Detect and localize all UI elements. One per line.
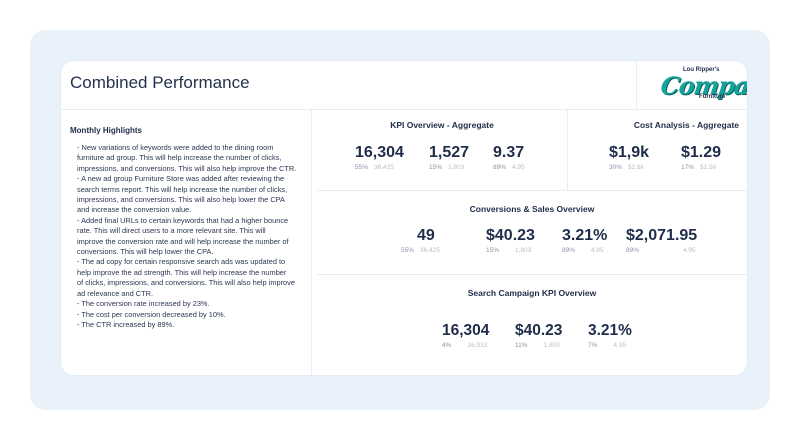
conversion-metric: 49 55% 36,425	[401, 227, 440, 254]
cost-metric: $1.29 17% $1.56	[681, 144, 721, 171]
highlight-line: - The conversion rate increased by 23%.	[77, 299, 210, 309]
kpi-metric: 16,304 55% 36,425	[355, 144, 404, 171]
highlight-line: ad relevance and CTR.	[77, 288, 153, 298]
metric-compare: 1,803	[543, 342, 560, 349]
metric-value: 16,304	[355, 144, 404, 161]
highlight-line: search terms report. This will help incr…	[77, 184, 288, 194]
metric-value: 16,304	[442, 322, 490, 339]
highlight-line: - New variations of keywords were added …	[77, 143, 274, 152]
highlight-line: and increase the conversion value.	[77, 205, 192, 215]
kpi-metric: 1,527 15% 1,803	[429, 144, 469, 171]
cost-metric: $1,9k 30% $2,8k	[609, 144, 649, 171]
highlights-title: Monthly Highlights	[70, 126, 142, 135]
highlight-line: improve the conversion rate and will hel…	[77, 236, 289, 246]
metric-compare: 4.95	[591, 247, 604, 254]
metric-change: 89%	[562, 247, 576, 254]
metric-value: 49	[417, 227, 435, 244]
metric-compare: 16,933	[467, 342, 488, 349]
metric-value: $1.29	[681, 144, 722, 161]
dashboard-card: Combined Performance Lou Ripper's Compas…	[60, 60, 748, 376]
metric-compare: 4.95	[683, 247, 696, 254]
search-metric: $40.23 11% 1,803	[515, 322, 562, 349]
header: Combined Performance Lou Ripper's Compas…	[61, 61, 747, 110]
highlight-line: - The ad copy for certain responsive sea…	[77, 257, 286, 267]
metric-compare: 36,425	[420, 247, 440, 254]
highlight-line: help improve the ad strength. This will …	[77, 267, 287, 277]
metric-change: 15%	[486, 247, 500, 254]
highlight-line: furniture ad group. This will help incre…	[77, 153, 282, 163]
monthly-highlights: Monthly Highlights - New variations of k…	[61, 110, 312, 375]
cost-analysis-panel: Cost Analysis - Aggregate $1,9k 30% $2,8k…	[568, 110, 747, 191]
highlight-line: rate. This will direct users to a more r…	[77, 226, 266, 236]
metric-value: $2,071.95	[626, 227, 698, 244]
search-campaign-panel: Search Campaign KPI Overview 16,304 4% 16…	[317, 278, 747, 375]
metric-value: $40.23	[515, 322, 563, 339]
panel-title: Search Campaign KPI Overview	[467, 288, 597, 298]
page-title: Combined Performance	[70, 73, 250, 92]
brand-logo: Lou Ripper's Compass Furniture	[636, 61, 747, 109]
metric-compare: 1,803	[515, 247, 532, 254]
highlight-line: - A new ad group Furniture Store was add…	[77, 174, 285, 184]
panel-title: Cost Analysis - Aggregate	[633, 120, 739, 130]
metric-compare: $1.56	[700, 164, 717, 171]
metric-compare: 4.95	[512, 164, 525, 171]
kpi-overview-panel: KPI Overview - Aggregate 16,304 55% 36,42…	[317, 110, 568, 191]
metric-change: 55%	[401, 247, 415, 254]
highlight-line: impressions, and conversions. This will …	[77, 195, 285, 205]
highlights-list: - New variations of keywords were added …	[77, 143, 305, 330]
search-metric: 16,304 4% 16,933	[442, 322, 489, 349]
highlight-line: - The cost per conversion decreased by 1…	[77, 309, 226, 319]
metric-change: 7%	[588, 342, 598, 349]
conversions-sales-panel: Conversions & Sales Overview 49 55% 36,42…	[317, 194, 747, 275]
panel-title: KPI Overview - Aggregate	[390, 120, 494, 130]
highlight-line: - Added final URLs to certain keywords t…	[77, 215, 289, 225]
metric-change: 55%	[355, 164, 369, 171]
metric-compare: $2,8k	[628, 164, 644, 171]
conversion-metric: 3.21% 89% 4.95	[562, 227, 607, 254]
metric-compare: 1,803	[448, 164, 465, 171]
kpi-metric: 9.37 89% 4.95	[493, 144, 525, 171]
conversion-metric: $2,071.95 89% 4.95	[626, 227, 697, 254]
metric-change: 17%	[681, 164, 695, 171]
metric-change: 89%	[493, 164, 507, 171]
metric-change: 11%	[515, 342, 528, 349]
metric-change: 30%	[609, 164, 623, 171]
highlight-line: of clicks, impressions, and conversions.…	[77, 278, 295, 288]
highlight-line: - The CTR increased by 89%.	[77, 319, 175, 329]
metric-value: 3.21%	[588, 322, 632, 339]
metric-value: 9.37	[493, 144, 525, 161]
metric-change: 4%	[442, 342, 452, 349]
logo-top-text: Lou Ripper's	[683, 67, 720, 73]
metric-value: $40.23	[486, 227, 535, 244]
metric-change: 89%	[626, 247, 640, 254]
metric-compare: 36,425	[374, 164, 394, 171]
panel-title: Conversions & Sales Overview	[469, 204, 595, 214]
highlight-line: impressions, and conversions. This will …	[77, 163, 297, 173]
metric-change: 15%	[429, 164, 443, 171]
metric-value: $1,9k	[609, 144, 650, 161]
logo-sub-text: Furniture	[699, 94, 726, 100]
metric-value: 3.21%	[562, 227, 608, 244]
search-metric: 3.21% 7% 4.95	[588, 322, 632, 349]
highlight-line: conversions. This will help lower the CP…	[77, 247, 214, 257]
metric-value: 1,527	[429, 144, 470, 161]
conversion-metric: $40.23 15% 1,803	[486, 227, 535, 254]
metric-compare: 4.95	[613, 342, 627, 349]
